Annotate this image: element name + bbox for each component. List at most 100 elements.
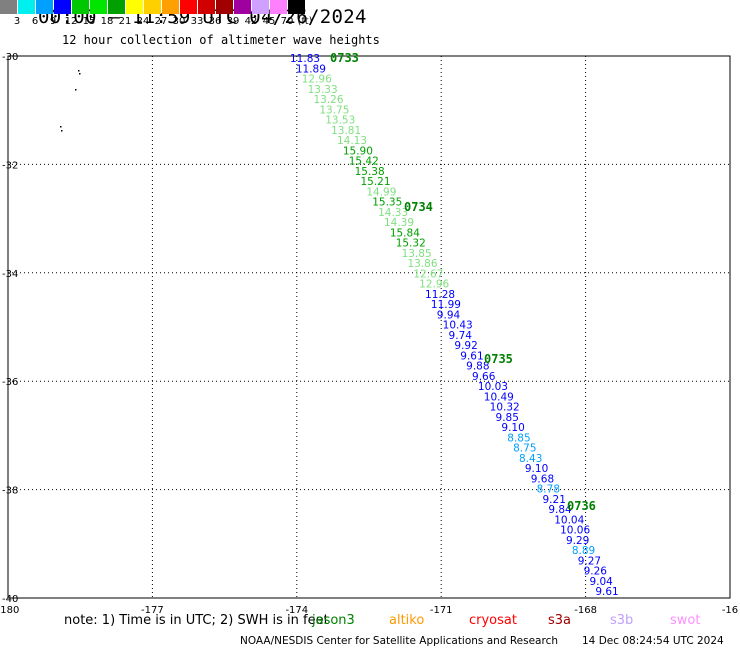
scale-swatch [54, 0, 71, 14]
scale-swatch [72, 0, 89, 14]
wave-height-label: 13.75 [319, 104, 349, 116]
wave-height-label: 10.43 [443, 320, 473, 332]
scale-label: 21 [118, 16, 132, 27]
wave-height-label: 9.92 [454, 340, 477, 352]
wave-height-label: 15.84 [390, 227, 420, 239]
scale-swatch [180, 0, 197, 14]
wave-height-label: 9.21 [543, 494, 566, 506]
wave-height-label: 15.32 [396, 238, 426, 250]
scale-swatch [198, 0, 215, 14]
satellite-legend-cryosat: cryosat [469, 613, 517, 628]
wave-height-label: 14.13 [337, 135, 367, 147]
island-mark [60, 126, 62, 128]
wave-height-label: 9.74 [449, 330, 473, 342]
pass-time-label: 0734 [404, 200, 433, 214]
scale-label: 42 [244, 16, 258, 27]
wave-height-label: 9.68 [531, 473, 554, 485]
map-subtitle: 12 hour collection of altimeter wave hei… [62, 33, 380, 47]
scale-swatch [90, 0, 107, 14]
scale-swatch [144, 0, 161, 14]
lon-tick-label: -16 [722, 605, 738, 616]
wave-height-label: 13.86 [407, 258, 437, 270]
scale-label: 9 [49, 16, 57, 27]
scale-swatch [36, 0, 53, 14]
wave-height-label: 9.29 [566, 535, 589, 547]
satellite-legend-altiko: altiko [389, 613, 425, 628]
generated-timestamp: 14 Dec 08:24:54 UTC 2024 [582, 635, 724, 647]
scale-swatch [0, 0, 17, 14]
scale-swatch [288, 0, 305, 14]
wave-height-label: 9.26 [584, 566, 608, 578]
wave-height-label: 11.83 [290, 53, 320, 65]
satellite-legend-s3a: s3a [548, 613, 572, 628]
lon-tick-label: -168 [574, 605, 597, 616]
scale-label: 33 [190, 16, 204, 27]
wave-height-label: 9.88 [466, 361, 489, 373]
wave-height-label: 9.10 [525, 463, 548, 475]
wave-height-label: 8.89 [572, 545, 595, 557]
scale-label: 3 [13, 16, 21, 27]
credit-text: NOAA/NESDIS Center for Satellite Applica… [240, 635, 558, 647]
scale-swatch [162, 0, 179, 14]
wave-height-label: 13.53 [325, 115, 355, 127]
wave-height-label: 12.96 [419, 279, 449, 291]
wave-height-label: 13.26 [313, 94, 343, 106]
wave-height-label: 15.90 [343, 145, 373, 157]
scale-swatch [252, 0, 269, 14]
wave-height-label: 9.66 [472, 371, 496, 383]
wave-height-label: 11.89 [296, 63, 326, 75]
scale-swatch [270, 0, 287, 14]
scale-label: (ft) [297, 16, 313, 27]
scale-label: 70 [280, 16, 294, 27]
scale-label: 12 [64, 16, 78, 27]
footer-note: note: 1) Time is in UTC; 2) SWH is in fe… [64, 613, 329, 628]
scale-swatch [18, 0, 35, 14]
satellite-legend-s3b: s3b [610, 613, 634, 628]
scale-label: 6 [31, 16, 39, 27]
wave-height-label: 9.04 [589, 576, 613, 588]
lat-tick-label: -34 [2, 269, 18, 280]
scale-label: 30 [172, 16, 186, 27]
wave-height-label: 12.96 [302, 74, 332, 86]
lon-tick-label: -180 [0, 605, 19, 616]
wave-height-label: 9.84 [548, 504, 572, 516]
pass-time-label: 0736 [567, 499, 596, 513]
scale-label: 27 [154, 16, 168, 27]
scale-swatch [126, 0, 143, 14]
scale-label: 24 [136, 16, 150, 27]
scale-swatch [216, 0, 233, 14]
lat-tick-label: -40 [2, 594, 18, 605]
wave-height-label: 9.61 [595, 586, 618, 598]
satellite-legend-swot: swot [670, 613, 701, 628]
wave-height-label: 10.03 [478, 381, 508, 393]
satellite-legend-jason3: jason3 [312, 613, 355, 628]
wave-height-label: 8.43 [519, 453, 542, 465]
island-mark [79, 73, 81, 75]
lon-tick-label: -174 [285, 605, 308, 616]
wave-height-label: 9.10 [501, 422, 524, 434]
wave-height-label: 15.35 [372, 197, 402, 209]
wave-height-label: 15.42 [349, 156, 379, 168]
wave-height-label: 15.21 [360, 176, 390, 188]
lat-tick-label: -36 [2, 377, 18, 388]
lon-tick-label: -171 [430, 605, 453, 616]
island-mark [75, 89, 77, 91]
scale-label: 15 [82, 16, 96, 27]
wave-height-label: 10.49 [484, 391, 514, 403]
wave-height-label: 8.85 [507, 432, 530, 444]
wave-height-label: 14.99 [366, 186, 396, 198]
wave-height-label: 9.27 [578, 555, 601, 567]
wave-height-label: 10.06 [560, 525, 590, 537]
wave-height-label: 13.33 [308, 84, 338, 96]
pass-time-label: 0735 [484, 352, 513, 366]
wave-height-label: 8.78 [537, 484, 560, 496]
wave-height-label: 9.61 [460, 350, 483, 362]
wave-height-label: 8.75 [513, 443, 536, 455]
lat-tick-label: -38 [2, 486, 18, 497]
island-mark [61, 130, 63, 132]
scale-label: 45 [262, 16, 276, 27]
wave-height-label: 12.67 [413, 268, 443, 280]
wave-height-label: 11.99 [431, 299, 461, 311]
wave-height-label: 14.39 [384, 217, 414, 229]
